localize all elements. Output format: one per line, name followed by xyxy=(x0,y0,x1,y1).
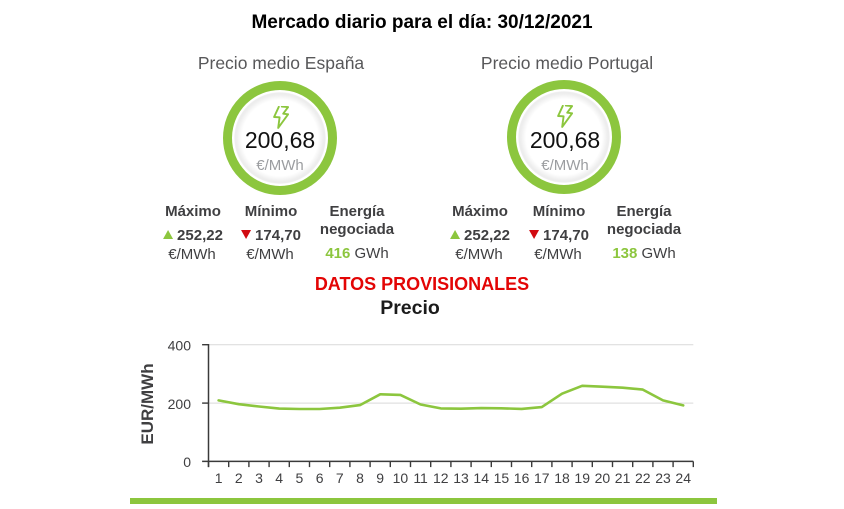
svg-text:2: 2 xyxy=(235,470,243,486)
svg-text:7: 7 xyxy=(336,470,344,486)
svg-text:0: 0 xyxy=(183,454,191,470)
svg-text:1: 1 xyxy=(215,470,223,486)
svg-text:8: 8 xyxy=(356,470,364,486)
svg-text:18: 18 xyxy=(554,470,570,486)
svg-text:4: 4 xyxy=(275,470,283,486)
svg-text:6: 6 xyxy=(316,470,324,486)
svg-text:14: 14 xyxy=(473,470,489,486)
svg-text:17: 17 xyxy=(534,470,550,486)
svg-text:23: 23 xyxy=(655,470,671,486)
svg-text:13: 13 xyxy=(453,470,469,486)
svg-text:22: 22 xyxy=(635,470,651,486)
svg-text:16: 16 xyxy=(514,470,530,486)
svg-text:20: 20 xyxy=(595,470,611,486)
svg-text:200: 200 xyxy=(168,396,192,412)
svg-text:21: 21 xyxy=(615,470,631,486)
svg-text:19: 19 xyxy=(574,470,590,486)
svg-text:EUR/MWh: EUR/MWh xyxy=(138,363,157,444)
svg-text:12: 12 xyxy=(433,470,449,486)
svg-text:11: 11 xyxy=(413,470,428,486)
svg-text:400: 400 xyxy=(168,338,192,354)
svg-text:9: 9 xyxy=(376,470,384,486)
svg-text:10: 10 xyxy=(393,470,409,486)
svg-text:3: 3 xyxy=(255,470,263,486)
svg-text:24: 24 xyxy=(675,470,691,486)
svg-text:5: 5 xyxy=(296,470,304,486)
svg-text:15: 15 xyxy=(494,470,510,486)
